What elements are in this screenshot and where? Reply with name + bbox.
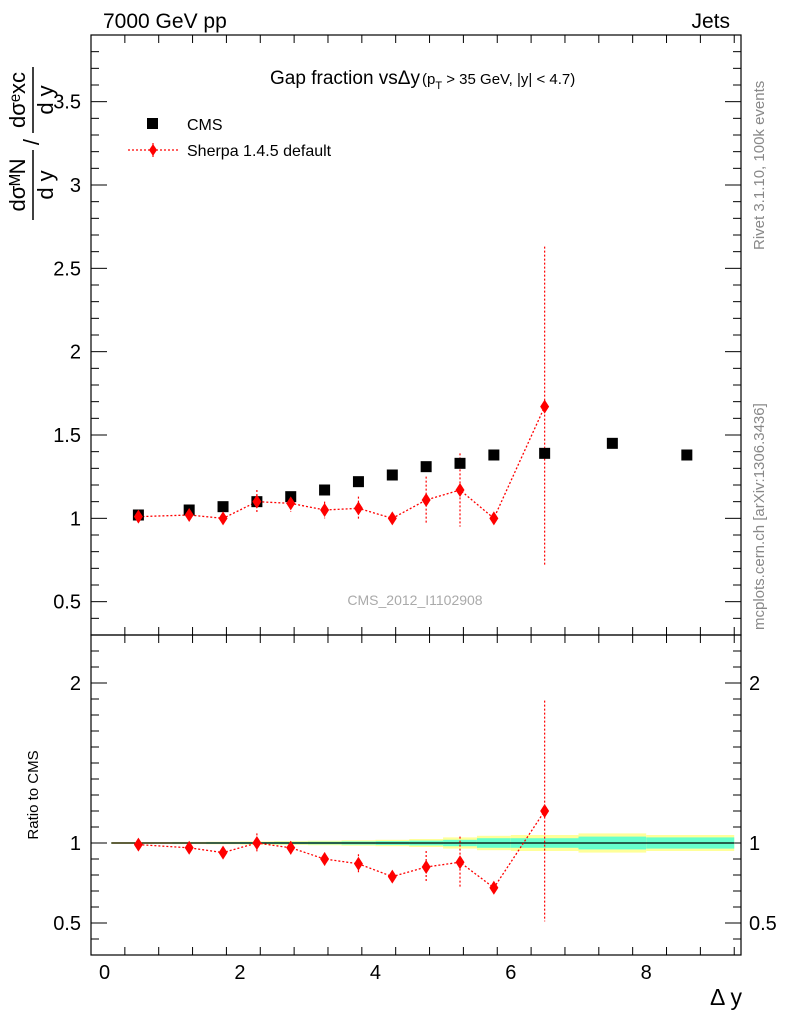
ratio-sherpa-point <box>387 869 397 884</box>
main-axis-ticks: 0.5 1 1.5 2 2.5 3 3.5 <box>53 34 741 636</box>
cms-point <box>681 449 693 461</box>
ratio-sherpa-point <box>489 880 499 895</box>
legend-cms-marker <box>147 118 158 129</box>
sherpa-line <box>138 406 546 520</box>
ratio-sherpa-point <box>133 837 143 852</box>
ratio-y-label: Ratio to CMS <box>25 750 42 839</box>
sherpa-point <box>320 503 330 517</box>
ratio-ytick-label-left: 1 <box>70 833 81 855</box>
cms-point <box>217 501 229 513</box>
sherpa-point <box>455 483 465 497</box>
ratio-sherpa-line <box>138 810 546 889</box>
legend-sherpa-label: Sherpa 1.4.5 default <box>187 143 332 160</box>
energy-label: 7000 GeV pp <box>103 10 227 33</box>
main-y-label: dσᴹN d y / dσᵉxc d y <box>5 67 58 220</box>
x-axis-label: Δ y <box>710 984 742 1010</box>
ratio-sherpa-point <box>320 852 330 866</box>
sherpa-point <box>184 508 194 522</box>
main-ytick-label: 1.5 <box>53 425 81 447</box>
ratio-xtick-label: 2 <box>234 962 245 984</box>
sherpa-point <box>387 511 397 526</box>
legend: CMS Sherpa 1.4.5 default <box>128 117 332 160</box>
svg-text:/: / <box>19 138 44 145</box>
ylabel-num2: dσᵉxc <box>5 72 30 128</box>
cms-point <box>539 447 551 459</box>
ratio-xtick-label: 8 <box>641 962 652 984</box>
legend-sherpa-marker <box>149 144 157 156</box>
ratio-ytick-label-right: 1 <box>749 833 760 855</box>
main-ytick-label: 2 <box>70 342 81 364</box>
ratio-ytick-label-right: 0.5 <box>749 913 777 935</box>
main-ytick-label: 3.5 <box>53 92 81 114</box>
rivet-info: Rivet 3.1.10, 100k events <box>751 81 768 250</box>
cms-point <box>319 484 331 496</box>
ratio-ytick-label-right: 2 <box>749 673 760 695</box>
ratio-sherpa-point <box>455 855 465 870</box>
ratio-panel-frame <box>90 634 742 956</box>
main-ytick-label: 0.5 <box>53 592 81 614</box>
ylabel-den2: d y <box>33 85 58 114</box>
sherpa-point <box>286 496 296 511</box>
sherpa-point <box>252 494 262 509</box>
legend-cms-label: CMS <box>187 117 223 134</box>
ratio-sherpa-point <box>184 840 194 855</box>
sherpa-point <box>540 399 550 414</box>
ylabel-den: d y <box>33 170 58 199</box>
process-label: Jets <box>691 10 730 33</box>
ratio-data-marks <box>133 700 550 922</box>
ratio-sherpa-point <box>540 804 550 818</box>
cms-point <box>454 457 466 469</box>
sherpa-point <box>489 511 499 526</box>
ratio-ytick-label-left: 2 <box>70 673 81 695</box>
cms-point <box>386 469 398 481</box>
main-ytick-label: 2.5 <box>53 258 81 280</box>
sherpa-point <box>218 511 228 526</box>
chart-title: Gap fraction vsΔy (pT > 35 GeV, |y| < 4.… <box>270 68 575 92</box>
main-data-marks <box>132 246 693 567</box>
ratio-sherpa-point <box>353 856 363 871</box>
ratio-sherpa-point <box>252 836 262 850</box>
cms-point <box>606 437 618 449</box>
cms-point <box>420 461 432 473</box>
sherpa-point <box>353 501 363 516</box>
ratio-sherpa-point <box>421 860 431 874</box>
ratio-ytick-label-left: 0.5 <box>53 913 81 935</box>
sherpa-point <box>133 509 143 524</box>
main-ytick-label: 3 <box>70 175 81 197</box>
title-sub: (pT > 35 GeV, |y| < 4.7) <box>422 71 575 92</box>
ratio-sherpa-point <box>218 845 228 860</box>
analysis-watermark: CMS_2012_I1102908 <box>347 592 482 608</box>
ratio-axis-ticks: 0 2 4 6 8 0.5 0.5 1 1 2 2 <box>53 634 777 984</box>
mcplots-info: mcplots.cern.ch [arXiv:1306.3436] <box>751 403 768 630</box>
ratio-xtick-label: 6 <box>505 962 516 984</box>
ratio-xtick-label: 0 <box>99 962 110 984</box>
sherpa-point <box>421 493 431 507</box>
ylabel-num: dσᴹN <box>5 159 30 212</box>
ratio-xtick-label: 4 <box>370 962 381 984</box>
cms-point <box>488 449 500 461</box>
title-main: Gap fraction vsΔy <box>270 68 420 89</box>
main-ytick-label: 1 <box>70 508 81 530</box>
cms-point <box>352 476 364 488</box>
ratio-sherpa-point <box>286 840 296 855</box>
